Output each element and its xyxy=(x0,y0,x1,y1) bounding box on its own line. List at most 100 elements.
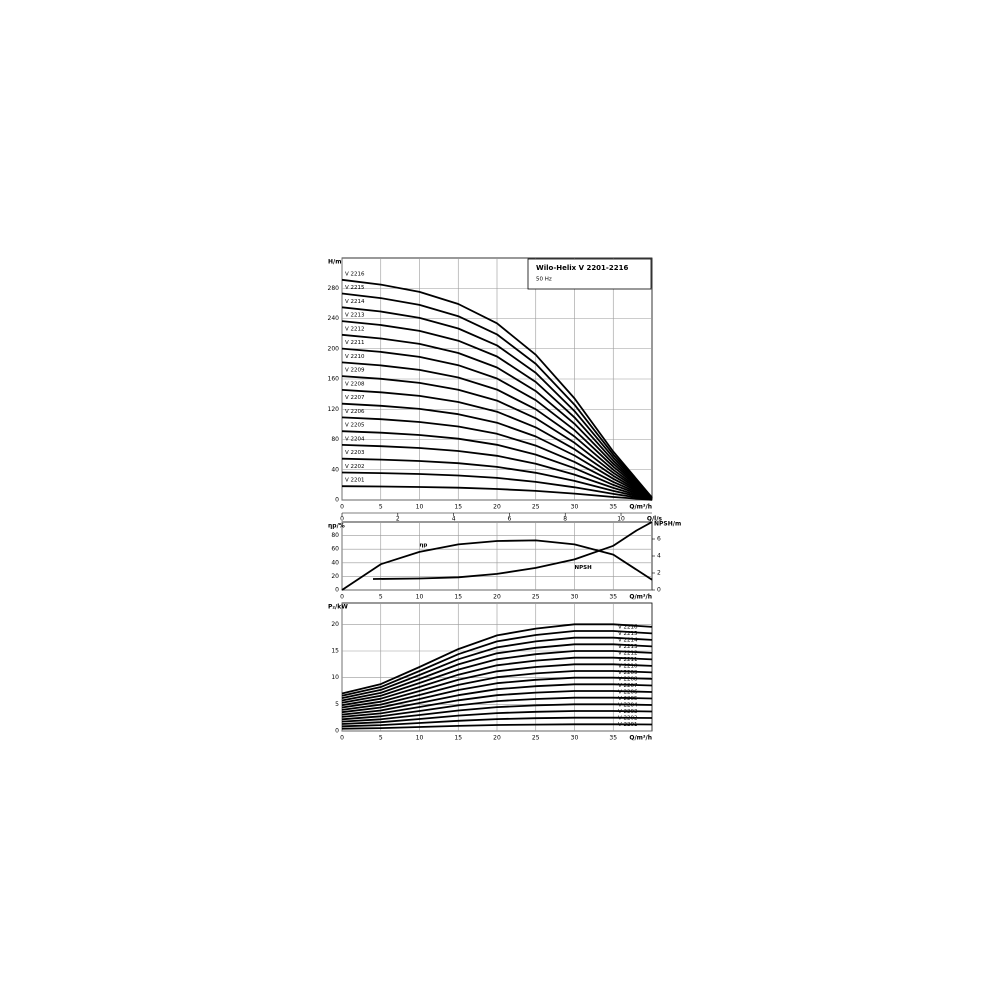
x-axis-label: Q/m³/h xyxy=(629,504,652,511)
x-tick-label: 35 xyxy=(609,504,617,511)
series-label: V 2213 xyxy=(618,644,638,650)
x-tick-label: 30 xyxy=(571,594,579,601)
series-label: V 2205 xyxy=(618,696,638,702)
x-tick-label: 30 xyxy=(571,504,579,511)
series-label: V 2207 xyxy=(345,395,365,401)
title-box xyxy=(527,258,652,290)
series-label: NPSH xyxy=(575,565,593,571)
chart-title: Wilo-Helix V 2201-2216 xyxy=(536,264,628,272)
x-tick-label: 0 xyxy=(340,735,344,742)
y-tick-label: 240 xyxy=(328,315,340,322)
x-tick-label: 30 xyxy=(571,735,579,742)
series-label: V 2216 xyxy=(345,271,365,277)
x-tick-label: 5 xyxy=(379,594,383,601)
series-line xyxy=(341,703,653,723)
series-line xyxy=(341,416,653,500)
y-tick-label: 40 xyxy=(331,559,339,566)
y-tick-label: 20 xyxy=(331,573,339,580)
series-line xyxy=(341,690,653,718)
series-label: V 2211 xyxy=(345,340,365,346)
x-tick-label: 5 xyxy=(379,735,383,742)
x2-tick-label: 6 xyxy=(508,516,512,523)
series-line xyxy=(341,696,653,721)
y-tick-label: 120 xyxy=(328,406,340,413)
x-tick-label: 20 xyxy=(493,504,501,511)
chart-subtitle: 50 Hz xyxy=(536,277,552,283)
series-label: V 2207 xyxy=(618,683,638,689)
series-line xyxy=(341,306,653,499)
y2-axis-label: NPSH/m xyxy=(654,521,681,528)
x-tick-label: 10 xyxy=(416,504,424,511)
y-axis-label: ηp/% xyxy=(328,523,345,530)
series-label: V 2210 xyxy=(618,663,638,669)
series-line xyxy=(341,444,653,501)
y-axis-label: H/m xyxy=(328,259,341,266)
x2-tick-label: 0 xyxy=(340,516,344,523)
series-line xyxy=(341,670,653,711)
series-line xyxy=(341,457,653,501)
series-label: V 2202 xyxy=(618,715,638,721)
x-tick-label: 20 xyxy=(493,594,501,601)
y2-tick-label: 2 xyxy=(657,570,661,577)
y-tick-label: 80 xyxy=(331,532,339,539)
x-axis-label: Q/m³/h xyxy=(629,594,652,601)
series-label: V 2204 xyxy=(618,702,638,708)
series-line xyxy=(341,402,653,500)
y-tick-label: 40 xyxy=(331,466,339,473)
x-tick-label: 15 xyxy=(454,504,462,511)
y-tick-label: 80 xyxy=(331,436,339,443)
series-label: V 2208 xyxy=(345,381,365,387)
x2-tick-label: 2 xyxy=(396,516,400,523)
series-line xyxy=(341,320,653,499)
series-label: V 2216 xyxy=(618,624,638,630)
x-axis-label: Q/m³/h xyxy=(629,735,652,742)
x-tick-label: 35 xyxy=(609,594,617,601)
series-label: V 2211 xyxy=(618,657,638,663)
y-tick-label: 160 xyxy=(328,376,340,383)
series-label: V 2203 xyxy=(618,709,638,715)
x-tick-label: 15 xyxy=(454,594,462,601)
y2-tick-label: 6 xyxy=(657,536,661,543)
series-label: V 2209 xyxy=(618,670,638,676)
series-line xyxy=(341,683,653,716)
x-tick-label: 10 xyxy=(416,735,424,742)
y-tick-label: 10 xyxy=(331,674,339,681)
y-axis-label: P₂/kW xyxy=(328,604,348,611)
series-label: V 2204 xyxy=(345,436,365,442)
x-tick-label: 10 xyxy=(416,594,424,601)
series-line xyxy=(341,723,653,730)
series-line xyxy=(341,471,653,501)
series-label: V 2214 xyxy=(618,637,638,643)
series-label: V 2212 xyxy=(345,326,365,332)
x-tick-label: 0 xyxy=(340,504,344,511)
x-tick-label: 15 xyxy=(454,735,462,742)
y-tick-label: 0 xyxy=(335,497,339,504)
series-line xyxy=(341,710,653,725)
series-line xyxy=(341,643,653,702)
series-line xyxy=(341,650,653,704)
x-tick-label: 25 xyxy=(532,504,540,511)
y-tick-label: 0 xyxy=(335,587,339,594)
series-line xyxy=(341,663,653,709)
series-line xyxy=(341,656,653,707)
series-label: V 2213 xyxy=(345,313,365,319)
series-label: V 2208 xyxy=(618,676,638,682)
x-tick-label: 25 xyxy=(532,594,540,601)
x-tick-label: 25 xyxy=(532,735,540,742)
series-line xyxy=(372,521,653,580)
series-line xyxy=(341,630,653,697)
y-tick-label: 280 xyxy=(328,285,340,292)
x2-tick-label: 10 xyxy=(617,516,625,523)
series-label: V 2215 xyxy=(345,285,365,291)
series-label: V 2215 xyxy=(618,631,638,637)
x-tick-label: 35 xyxy=(609,735,617,742)
series-label: V 2214 xyxy=(345,299,365,305)
series-line xyxy=(341,292,653,499)
x2-tick-label: 8 xyxy=(563,516,567,523)
series-label: V 2206 xyxy=(345,409,365,415)
y-tick-label: 20 xyxy=(331,621,339,628)
series-line xyxy=(341,333,653,499)
series-line xyxy=(341,375,653,500)
